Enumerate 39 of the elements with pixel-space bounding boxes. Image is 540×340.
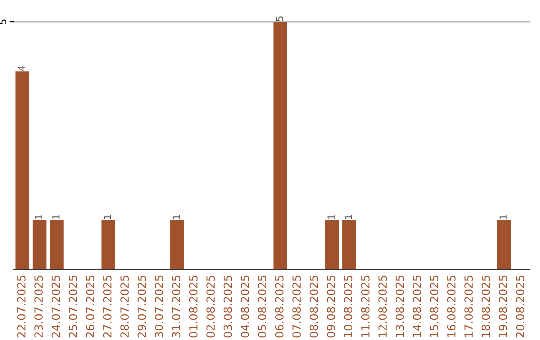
x-tick-label: 31.07.2025: [172, 276, 181, 338]
x-tick-label: 02.08.2025: [206, 276, 216, 338]
data-label: 1: [52, 215, 60, 220]
x-tick-label: 17.08.2025: [464, 276, 474, 338]
x-tick-label: 06.08.2025: [275, 276, 284, 338]
x-tick-label: 23.07.2025: [34, 276, 44, 338]
x-tick-label: 30.07.2025: [155, 276, 164, 338]
data-label: 1: [500, 215, 507, 220]
x-tick-label: 26.07.2025: [86, 276, 95, 338]
x-tick-label: 20.08.2025: [516, 276, 525, 338]
x-tick-label: 01.08.2025: [189, 276, 198, 338]
x-tick-label: 07.08.2025: [292, 276, 302, 338]
data-label: 1: [35, 215, 42, 220]
data-label: 1: [344, 215, 352, 220]
x-tick-label: 15.08.2025: [430, 276, 439, 338]
data-label: 5: [276, 16, 284, 22]
x-tick-label: 16.08.2025: [447, 276, 456, 338]
x-tick-label: 10.08.2025: [344, 276, 353, 338]
x-tick-label: 09.08.2025: [327, 276, 336, 338]
x-tick-label: 05.08.2025: [258, 276, 267, 338]
x-tick-label: 18.08.2025: [482, 276, 490, 338]
x-tick-label: 04.08.2025: [241, 276, 250, 338]
data-label: 1: [172, 215, 180, 220]
data-label: 4: [18, 66, 26, 72]
x-tick-label: 12.08.2025: [378, 276, 388, 338]
data-label: 1: [328, 215, 335, 220]
x-tick-label: 27.07.2025: [103, 276, 112, 338]
x-tick-label: 14.08.2025: [413, 276, 422, 338]
x-tick-label: 03.08.2025: [224, 276, 232, 338]
x-tick-label: 22.07.2025: [17, 276, 26, 338]
x-tick-label: 11.08.2025: [361, 276, 370, 338]
x-tick-label: 25.07.2025: [69, 276, 78, 338]
x-tick-label: 19.08.2025: [499, 276, 508, 338]
x-tick-label: 13.08.2025: [396, 276, 404, 338]
x-tick-label: 24.07.2025: [52, 276, 60, 338]
x-tick-label: 28.07.2025: [120, 276, 130, 338]
data-label: 1: [104, 215, 112, 220]
x-tick-label: 29.07.2025: [138, 276, 146, 338]
x-tick-label: 08.08.2025: [310, 276, 318, 338]
